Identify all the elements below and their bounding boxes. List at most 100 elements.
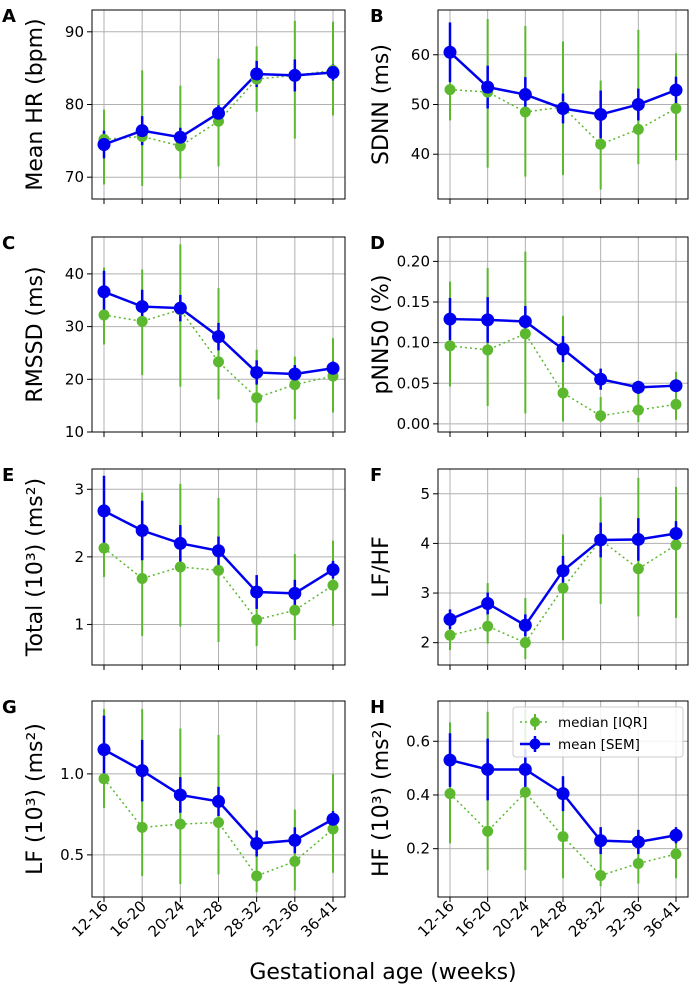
mean-point	[518, 315, 532, 328]
plot-frame	[91, 468, 346, 666]
mean-point	[481, 313, 495, 327]
mean-point	[631, 532, 645, 546]
mean-point	[288, 367, 302, 381]
y-tick-label: 0.00	[397, 415, 430, 433]
median-point	[444, 788, 456, 800]
x-tick-label: 32-36	[259, 897, 303, 941]
y-tick-label: 3	[74, 480, 84, 498]
x-tick-label: 12-16	[68, 897, 112, 941]
median-point	[136, 821, 148, 833]
median-point	[444, 629, 456, 641]
median-point	[557, 831, 569, 843]
median-point	[251, 614, 263, 626]
median-point	[174, 561, 186, 573]
mean-point	[556, 342, 570, 356]
mean-point	[250, 585, 264, 599]
y-tick-label: 0.4	[406, 786, 430, 804]
x-tick-label: 24-28	[183, 897, 227, 941]
median-point	[632, 563, 644, 575]
mean-point	[288, 586, 302, 600]
median-point	[595, 870, 607, 882]
y-tick-label: 70	[65, 168, 84, 186]
legend-median-label: median [IQR]	[558, 715, 647, 731]
median-point	[519, 637, 531, 649]
y-axis-title: pNN50 (%)	[369, 275, 394, 395]
plot-frame	[437, 236, 689, 433]
mean-point	[97, 285, 111, 299]
median-point	[98, 773, 110, 785]
median-point	[670, 102, 682, 114]
mean-point	[212, 544, 225, 558]
panel-g: G 0.5 1.0 12-1616-2020-2424-2828-3232-3636-…	[2, 697, 346, 941]
x-tick-label: 20-24	[145, 897, 189, 941]
mean-point	[594, 533, 608, 547]
y-tick-label: 0.15	[397, 293, 430, 311]
median-point	[174, 140, 186, 152]
median-point	[557, 582, 569, 594]
mean-point	[212, 330, 225, 344]
mean-point	[135, 300, 149, 314]
y-tick-label: 4	[420, 534, 430, 552]
mean-point	[97, 504, 111, 518]
mean-point	[135, 524, 149, 538]
y-axis-title: RMSSD (ms)	[23, 266, 48, 402]
median-point	[519, 328, 531, 340]
mean-point	[631, 98, 645, 111]
median-point	[632, 404, 644, 416]
y-tick-label: 90	[65, 23, 84, 41]
legend-mean-label: mean [SEM]	[558, 737, 640, 753]
mean-point	[481, 80, 495, 94]
y-tick-label: 0.20	[397, 252, 430, 270]
panel-f: F 2 3 4 5 LF/HF	[369, 465, 689, 670]
median-point	[482, 344, 494, 356]
median-point	[98, 542, 110, 554]
y-tick-label: 5	[420, 485, 430, 503]
median-point	[213, 356, 224, 368]
mean-point	[518, 762, 532, 776]
median-point	[482, 620, 494, 632]
mean-point	[518, 88, 532, 102]
median-point	[98, 309, 110, 321]
median-point	[632, 857, 644, 869]
y-tick-label: 40	[411, 145, 430, 163]
mean-point	[594, 834, 608, 848]
mean-point	[326, 66, 340, 80]
mean-point	[212, 794, 225, 808]
median-point	[519, 786, 531, 798]
mean-point	[669, 379, 683, 393]
y-tick-label: 0.10	[397, 334, 430, 352]
plot-frame	[91, 9, 346, 200]
median-point	[482, 825, 494, 837]
y-tick-label: 0.2	[406, 840, 430, 858]
panel-letter: F	[370, 465, 382, 486]
y-tick-label: 10	[65, 423, 84, 441]
mean-point	[594, 107, 608, 121]
median-point	[213, 816, 224, 828]
legend-box	[512, 706, 684, 758]
median-point	[670, 848, 682, 860]
y-tick-label: 0.05	[397, 374, 430, 392]
y-axis-title: Mean HR (bpm)	[23, 18, 48, 190]
x-tick-label: 32-36	[603, 897, 647, 941]
legend-median-marker	[530, 717, 540, 727]
plot-frame	[437, 468, 689, 666]
mean-point	[631, 380, 645, 394]
x-tick-label: 36-41	[297, 897, 341, 941]
y-tick-label: 50	[411, 96, 430, 114]
median-point	[557, 387, 569, 399]
mean-point	[443, 45, 457, 59]
mean-point	[556, 101, 570, 115]
median-point	[327, 823, 339, 835]
y-tick-label: 40	[65, 265, 84, 283]
mean-point	[556, 564, 570, 578]
panel-a: A 70 80 90 Mean HR (bpm)	[2, 6, 346, 204]
median-point	[670, 539, 682, 551]
median-point	[670, 398, 682, 410]
x-tick-label: 24-28	[527, 897, 571, 941]
mean-point	[669, 83, 683, 97]
y-tick-label: 80	[65, 96, 84, 114]
y-axis-title: HF (10³) (ms²)	[369, 721, 394, 877]
panel-c: C 10 20 30 40 RMSSD (ms)	[2, 233, 346, 441]
x-axis-title: Gestational age (weeks)	[249, 960, 516, 984]
